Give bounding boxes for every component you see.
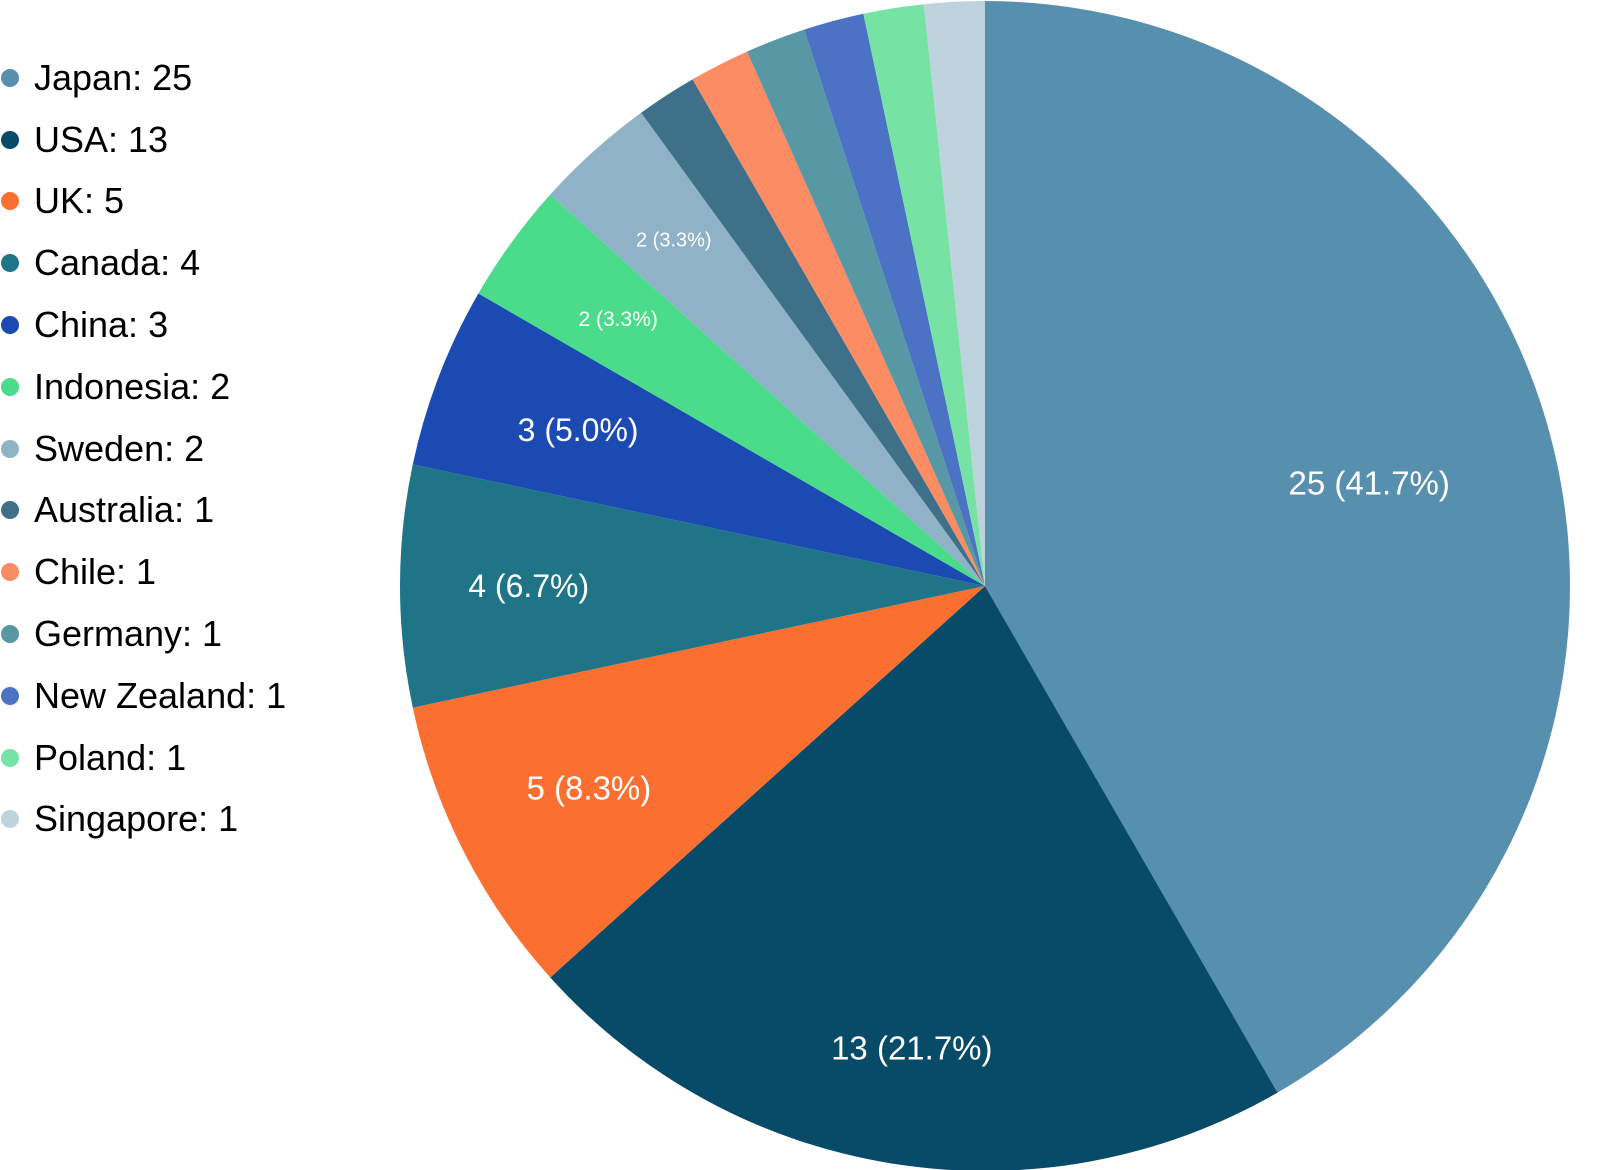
legend-item-usa[interactable]: USA: 13	[1, 109, 286, 171]
legend-label: USA: 13	[34, 118, 169, 160]
legend-item-sweden[interactable]: Sweden: 2	[1, 418, 286, 480]
legend-swatch-icon	[1, 130, 19, 149]
legend-label: Japan: 25	[34, 56, 193, 98]
slice-label-usa: 13 (21.7%)	[831, 1030, 992, 1067]
pie-slice-australia[interactable]	[641, 79, 985, 586]
legend-item-chile[interactable]: Chile: 1	[1, 541, 286, 603]
pie-slice-new-zealand[interactable]	[804, 13, 985, 586]
legend-label: UK: 5	[34, 180, 125, 222]
legend-item-new-zealand[interactable]: New Zealand: 1	[1, 665, 286, 727]
legend-item-china[interactable]: China: 3	[1, 294, 286, 356]
legend-label: New Zealand: 1	[34, 674, 287, 716]
legend-swatch-icon	[1, 810, 19, 829]
legend-item-germany[interactable]: Germany: 1	[1, 603, 286, 665]
legend-label: Singapore: 1	[34, 798, 239, 840]
pie-slice-chile[interactable]	[692, 51, 986, 586]
pie-slice-usa[interactable]	[550, 586, 1278, 1170]
legend-swatch-icon	[1, 68, 19, 87]
legend-label: Canada: 4	[34, 242, 201, 284]
legend-swatch-icon	[1, 254, 19, 273]
pie-slice-germany[interactable]	[747, 29, 985, 586]
slice-label-canada: 4 (6.7%)	[468, 568, 589, 604]
slice-label-china: 3 (5.0%)	[518, 412, 639, 448]
pie-slice-singapore[interactable]	[923, 0, 985, 586]
legend-item-singapore[interactable]: Singapore: 1	[1, 789, 286, 851]
pie-slice-canada[interactable]	[399, 464, 985, 708]
legend-swatch-icon	[1, 316, 19, 335]
legend-label: Chile: 1	[34, 551, 157, 593]
pie-slice-uk[interactable]	[412, 586, 985, 978]
slice-label-uk: 5 (8.3%)	[527, 769, 652, 806]
legend-label: Poland: 1	[34, 736, 187, 778]
legend-swatch-icon	[1, 686, 19, 705]
legend: Japan: 25 USA: 13 UK: 5 Canada: 4 China: 3 In…	[1, 47, 286, 850]
pie-slice-china[interactable]	[412, 293, 985, 587]
legend-label: Germany: 1	[34, 613, 223, 655]
legend-swatch-icon	[1, 501, 19, 520]
legend-label: China: 3	[34, 304, 169, 346]
legend-label: Indonesia: 2	[34, 365, 231, 407]
slice-label-indonesia: 2 (3.3%)	[579, 308, 658, 331]
pie-slice-sweden[interactable]	[550, 112, 985, 586]
pie-slice-indonesia[interactable]	[478, 194, 985, 586]
legend-item-uk[interactable]: UK: 5	[1, 171, 286, 233]
legend-item-indonesia[interactable]: Indonesia: 2	[1, 356, 286, 418]
legend-swatch-icon	[1, 439, 19, 458]
legend-item-canada[interactable]: Canada: 4	[1, 232, 286, 294]
slice-label-sweden: 2 (3.3%)	[636, 229, 712, 251]
legend-swatch-icon	[1, 748, 19, 767]
legend-item-poland[interactable]: Poland: 1	[1, 727, 286, 789]
legend-swatch-icon	[1, 563, 19, 582]
slice-label-japan: 25 (41.7%)	[1288, 465, 1449, 502]
pie-slice-japan[interactable]	[985, 1, 1570, 1093]
legend-label: Sweden: 2	[34, 427, 205, 469]
legend-swatch-icon	[1, 377, 19, 396]
legend-label: Australia: 1	[34, 489, 215, 531]
pie-slice-poland[interactable]	[863, 4, 985, 586]
legend-swatch-icon	[1, 625, 19, 644]
legend-item-australia[interactable]: Australia: 1	[1, 480, 286, 542]
legend-item-japan[interactable]: Japan: 25	[1, 47, 286, 109]
legend-swatch-icon	[1, 192, 19, 211]
